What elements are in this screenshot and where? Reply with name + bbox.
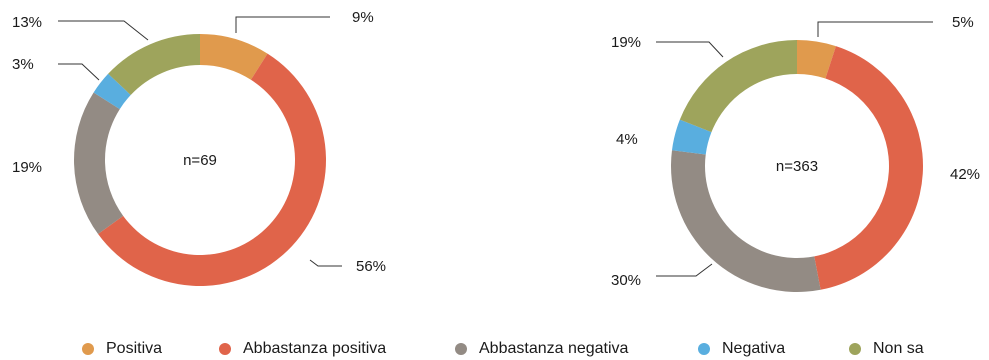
- donut-1-label-negativa: 3%: [12, 56, 34, 73]
- legend-swatch-non-sa: [849, 343, 861, 355]
- donut-1-leader-negativa: [58, 63, 100, 81]
- legend-swatch-abbastanza-positiva: [219, 343, 231, 355]
- legend-swatch-positiva: [82, 343, 94, 355]
- legend-item-non-sa: Non sa: [849, 338, 924, 360]
- chart-legend: Positiva Abbastanza positiva Abbastanza …: [0, 338, 989, 360]
- legend-item-abbastanza-positiva: Abbastanza positiva: [219, 338, 386, 360]
- donut-2-sample-size: n=363: [776, 158, 818, 175]
- donut-chart-1: n=69 9% 56% 19% 3% 13%: [12, 9, 386, 286]
- donut-1-slice-abbastanza-negativa: [74, 92, 124, 235]
- donut-1-slice-positiva: [200, 34, 268, 80]
- legend-label: Negativa: [722, 340, 786, 357]
- donut-1-leader-non-sa: [58, 20, 149, 41]
- donut-2-slice-abbastanza-negativa: [671, 150, 821, 292]
- legend-swatch-abbastanza-negativa: [455, 343, 467, 355]
- donut-2-slice-non-sa: [679, 39, 797, 133]
- donut-2-label-abbastanza-positiva: 42%: [950, 166, 980, 183]
- donut-2-slice-positiva: [797, 40, 836, 79]
- donut-2-label-abbastanza-negativa: 30%: [611, 272, 641, 289]
- donut-1-leader-positiva: [235, 16, 330, 33]
- donut-1-slice-negativa: [93, 73, 131, 110]
- donut-2-slice-negativa: [671, 119, 712, 155]
- legend-swatch-negativa: [698, 343, 710, 355]
- legend-label: Abbastanza negativa: [479, 340, 629, 357]
- donut-1-label-non-sa: 13%: [12, 14, 42, 31]
- donut-2-label-non-sa: 19%: [611, 34, 641, 51]
- donut-1-leader-abbastanza-positiva: [309, 259, 342, 267]
- donut-1-slice-non-sa: [108, 34, 200, 95]
- donut-2-leader-abbastanza-negativa: [656, 263, 713, 277]
- donut-1-label-abbastanza-negativa: 19%: [12, 159, 42, 176]
- legend-label: Non sa: [873, 340, 924, 357]
- donut-1-label-abbastanza-positiva: 56%: [356, 258, 386, 275]
- donut-1-slice-abbastanza-positiva: [98, 53, 326, 286]
- donut-2-label-negativa: 4%: [616, 131, 638, 148]
- legend-item-abbastanza-negativa: Abbastanza negativa: [455, 338, 628, 360]
- donut-1-label-positiva: 9%: [352, 9, 374, 26]
- legend-label: Positiva: [106, 340, 163, 357]
- legend-item-negativa: Negativa: [698, 338, 785, 360]
- legend-label: Abbastanza positiva: [243, 340, 387, 357]
- donut-chart-2: n=363 5% 42% 30% 4% 19%: [611, 14, 980, 292]
- donut-1-sample-size: n=69: [183, 152, 217, 169]
- donut-2-label-positiva: 5%: [952, 14, 974, 31]
- legend-item-positiva: Positiva: [82, 338, 162, 360]
- donut-2-slice-abbastanza-positiva: [814, 46, 924, 290]
- donut-2-leader-non-sa: [656, 41, 724, 58]
- donut-2-leader-positiva: [817, 21, 933, 37]
